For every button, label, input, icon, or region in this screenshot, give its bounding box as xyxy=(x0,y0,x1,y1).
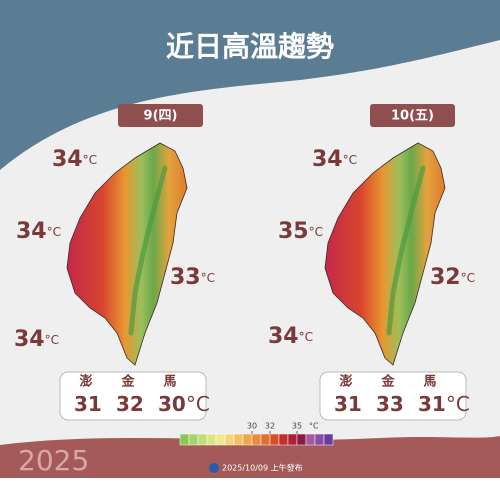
issued: 2025/10/09 上午發布 xyxy=(222,463,303,473)
legend-swatch xyxy=(323,433,334,446)
mountain-range xyxy=(386,165,426,336)
island-temp: 31 xyxy=(74,392,102,416)
legend-swatch xyxy=(287,433,298,446)
legend-swatch xyxy=(233,433,244,446)
map xyxy=(324,142,446,366)
temperature-unit: °C xyxy=(461,271,476,285)
island-temp-unit: °C xyxy=(186,392,210,416)
legend-swatch xyxy=(242,433,253,446)
island-name: 金 xyxy=(120,374,135,390)
temperature-unit: °C xyxy=(343,153,358,167)
temperature-unit: °C xyxy=(299,330,314,344)
year: 2025 xyxy=(18,444,89,477)
island-temp-value: 31 xyxy=(74,392,102,416)
legend-tick-label: 30 xyxy=(247,422,257,431)
island-temp: 32 xyxy=(116,392,144,416)
logo xyxy=(209,463,219,473)
temperature-unit: °C xyxy=(201,271,216,285)
legend-swatch xyxy=(314,433,325,446)
legend-swatch xyxy=(179,433,190,446)
temperature-unit: °C xyxy=(45,333,60,347)
temperature-value: 34 xyxy=(14,327,45,352)
temperature-value: 32 xyxy=(430,265,461,290)
temperature: 34°C xyxy=(268,324,313,349)
legend-swatch xyxy=(206,433,217,446)
legend-swatch xyxy=(215,433,226,446)
temperature-value: 34 xyxy=(16,219,47,244)
island-temp-unit: °C xyxy=(446,392,470,416)
island-temp-value: 30 xyxy=(158,392,186,416)
temperature-value: 35 xyxy=(278,219,309,244)
temperature: 32°C xyxy=(430,265,475,290)
date-label: 9(四) xyxy=(144,109,178,124)
legend-swatch xyxy=(296,433,307,446)
island-temp: 33 xyxy=(376,392,404,416)
legend-unit: °C xyxy=(309,422,319,431)
header-band xyxy=(0,0,500,170)
island-name: 馬 xyxy=(163,375,176,390)
island-temp: 31 xyxy=(334,392,362,416)
temperature-value: 34 xyxy=(268,324,299,349)
temperature: 35°C xyxy=(278,219,323,244)
temperature: 33°C xyxy=(170,265,215,290)
legend-swatch xyxy=(197,433,208,446)
island-name: 澎 xyxy=(79,374,92,390)
island-name: 金 xyxy=(380,374,395,390)
island-temp-value: 31 xyxy=(334,392,362,416)
island-temp-value: 31 xyxy=(418,392,446,416)
temperature: 34°C xyxy=(52,147,97,172)
temperature-unit: °C xyxy=(47,225,62,239)
legend-swatch xyxy=(278,433,289,446)
temperature-value: 33 xyxy=(170,265,201,290)
temperature-unit: °C xyxy=(309,225,324,239)
footer-band xyxy=(0,436,500,478)
legend-swatch xyxy=(260,433,271,446)
date-box xyxy=(118,104,203,127)
map xyxy=(66,142,188,366)
title: 近日高溫趨勢 xyxy=(166,30,334,63)
legend-swatch xyxy=(269,433,280,446)
temperature: 34°C xyxy=(14,327,59,352)
date-label: 10(五) xyxy=(391,109,434,124)
island-temp: 30°C xyxy=(158,392,210,416)
temperature: 34°C xyxy=(312,147,357,172)
legend-swatch xyxy=(251,433,262,446)
islands-box xyxy=(59,371,207,421)
temperature-unit: °C xyxy=(83,153,98,167)
island-temp-value: 33 xyxy=(376,392,404,416)
island-name: 澎 xyxy=(339,374,352,390)
island-name: 馬 xyxy=(423,375,436,390)
temperature-value: 34 xyxy=(52,147,83,172)
legend-swatch xyxy=(188,433,199,446)
island-temp: 31°C xyxy=(418,392,470,416)
legend-swatch xyxy=(224,433,235,446)
legend-tick-label: 32 xyxy=(265,422,275,431)
temperature-value: 34 xyxy=(312,147,343,172)
legend-tick-label: 35 xyxy=(292,422,302,431)
date-box xyxy=(370,104,455,127)
mountain-range xyxy=(128,165,168,336)
islands-box xyxy=(319,371,467,421)
temperature: 34°C xyxy=(16,219,61,244)
island-temp-value: 32 xyxy=(116,392,144,416)
legend-swatch xyxy=(305,433,316,446)
